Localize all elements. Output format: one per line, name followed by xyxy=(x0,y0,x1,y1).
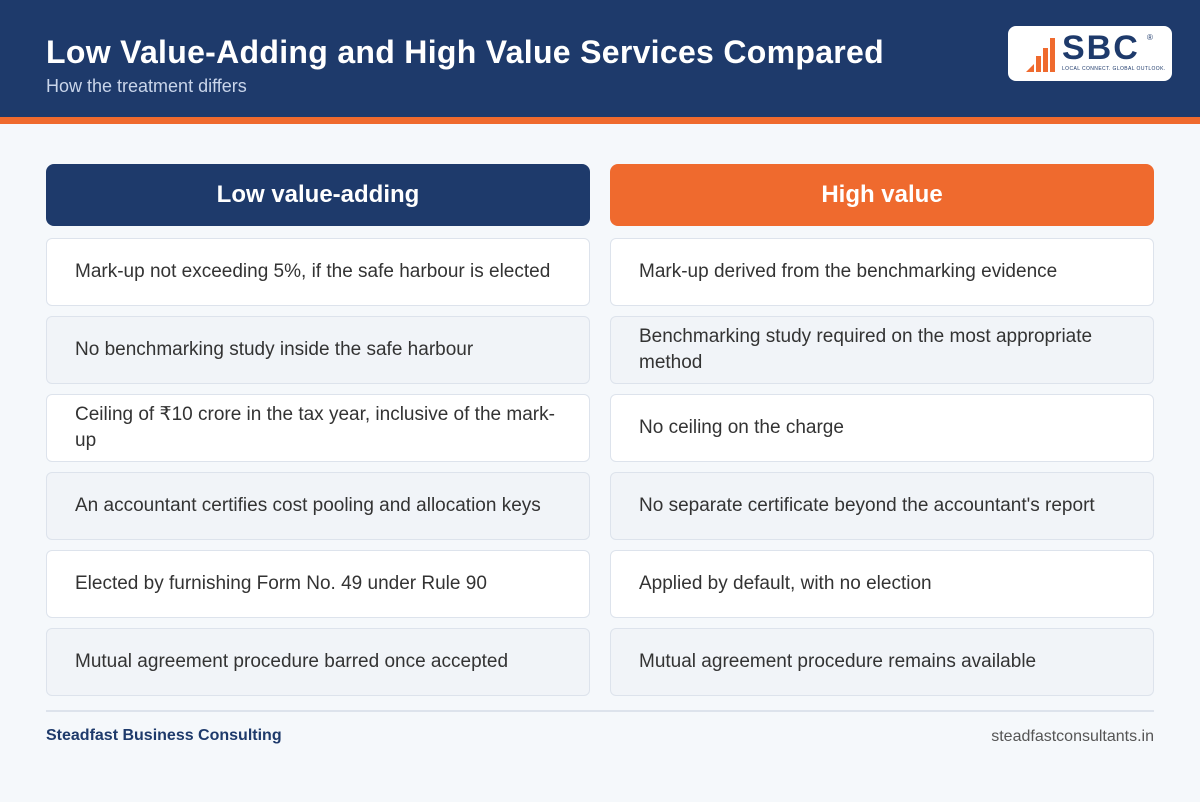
header-band xyxy=(0,0,1200,117)
table-cell: Mutual agreement procedure remains avail… xyxy=(610,628,1154,696)
column-header: High value xyxy=(610,164,1154,226)
footer-rule xyxy=(46,710,1154,712)
table-cell: Benchmarking study required on the most … xyxy=(610,316,1154,384)
logo xyxy=(1008,26,1172,81)
logo-tagline: LOCAL CONNECT. GLOBAL OUTLOOK. xyxy=(1062,66,1166,72)
footer-left: Steadfast Business Consulting xyxy=(46,727,282,744)
logo-mark: SBC xyxy=(1062,29,1140,67)
table-cell: No separate certificate beyond the accou… xyxy=(610,472,1154,540)
table-cell: No ceiling on the charge xyxy=(610,394,1154,462)
table-cell: An accountant certifies cost pooling and… xyxy=(46,472,590,540)
logo-registered: ® xyxy=(1147,33,1153,42)
footer-right: steadfastconsultants.in xyxy=(991,728,1154,745)
accent-stripe xyxy=(0,117,1200,124)
table-cell: Mutual agreement procedure barred once a… xyxy=(46,628,590,696)
logo-icon xyxy=(1026,38,1055,72)
table-cell: Elected by furnishing Form No. 49 under … xyxy=(46,550,590,618)
column-header: Low value-adding xyxy=(46,164,590,226)
table-cell: Mark-up not exceeding 5%, if the safe ha… xyxy=(46,238,590,306)
table-cell: Mark-up derived from the benchmarking ev… xyxy=(610,238,1154,306)
title: Low Value-Adding and High Value Services… xyxy=(46,34,884,70)
subtitle: How the treatment differs xyxy=(46,76,247,96)
table-cell: No benchmarking study inside the safe ha… xyxy=(46,316,590,384)
table-cell: Ceiling of ₹10 crore in the tax year, in… xyxy=(46,394,590,462)
table-cell: Applied by default, with no election xyxy=(610,550,1154,618)
